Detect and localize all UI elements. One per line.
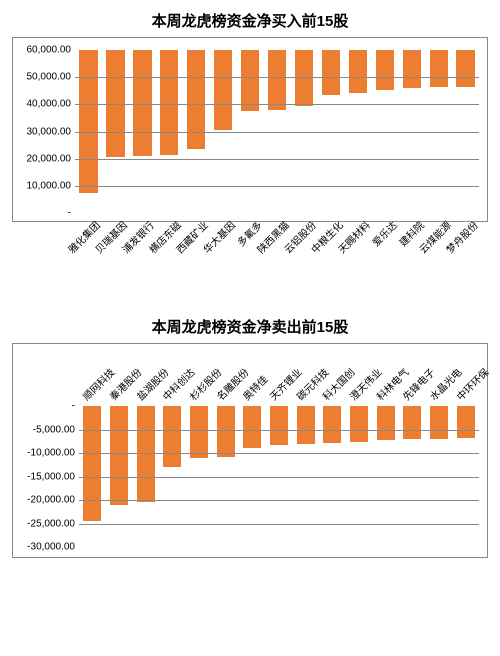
bar bbox=[377, 406, 395, 440]
y-tick-label: -10,000.00 bbox=[27, 448, 79, 459]
bar bbox=[268, 50, 286, 110]
bar bbox=[430, 406, 448, 439]
bar bbox=[322, 50, 340, 95]
gridline bbox=[79, 477, 479, 478]
bar bbox=[190, 406, 208, 458]
bar bbox=[350, 406, 368, 442]
bar bbox=[243, 406, 261, 448]
bar bbox=[403, 406, 421, 439]
net-buy-chart: 本周龙虎榜资金净买入前15股 雅化集团贝瑞基因浦发银行横店东磁西藏矿业华大基因多… bbox=[0, 0, 500, 292]
bar bbox=[217, 406, 235, 457]
y-tick-label: 60,000.00 bbox=[27, 45, 76, 56]
bar bbox=[457, 406, 475, 438]
plot-area: 雅化集团贝瑞基因浦发银行横店东磁西藏矿业华大基因多氟多陕西黑猫云铝股份中粮生化天… bbox=[75, 50, 479, 213]
y-tick-label: -15,000.00 bbox=[27, 471, 79, 482]
plot-frame: 顺网科技秦港股份盐湖股份中科创达杉杉股份名雕股份奥特佳天齐锂业碳元科技科大国创澄… bbox=[12, 343, 488, 558]
y-tick-label: -20,000.00 bbox=[27, 495, 79, 506]
bar bbox=[456, 50, 474, 87]
bar bbox=[160, 50, 178, 155]
gridline bbox=[75, 132, 479, 133]
bar bbox=[403, 50, 421, 88]
gridline bbox=[79, 500, 479, 501]
gridline bbox=[75, 77, 479, 78]
gridline bbox=[75, 104, 479, 105]
bar bbox=[430, 50, 448, 87]
y-tick-label: 20,000.00 bbox=[27, 153, 76, 164]
bar bbox=[163, 406, 181, 467]
bar bbox=[297, 406, 315, 444]
y-tick-label: - bbox=[68, 208, 75, 219]
y-tick-label: -5,000.00 bbox=[33, 424, 79, 435]
y-tick-label: 40,000.00 bbox=[27, 99, 76, 110]
bar bbox=[83, 406, 101, 521]
gridline bbox=[79, 430, 479, 431]
y-tick-label: -30,000.00 bbox=[27, 542, 79, 553]
gridline bbox=[79, 524, 479, 525]
bar bbox=[376, 50, 394, 90]
gridline bbox=[75, 186, 479, 187]
y-tick-label: 10,000.00 bbox=[27, 180, 76, 191]
gridline bbox=[79, 453, 479, 454]
bar bbox=[241, 50, 259, 111]
y-tick-label: 50,000.00 bbox=[27, 72, 76, 83]
bar bbox=[137, 406, 155, 502]
bar bbox=[349, 50, 367, 93]
bar bbox=[133, 50, 151, 156]
chart-title: 本周龙虎榜资金净买入前15股 bbox=[0, 0, 500, 37]
bar bbox=[323, 406, 341, 443]
chart-title: 本周龙虎榜资金净卖出前15股 bbox=[0, 306, 500, 343]
bar bbox=[270, 406, 288, 445]
y-tick-label: 30,000.00 bbox=[27, 126, 76, 137]
bar bbox=[187, 50, 205, 149]
chart-spacer bbox=[0, 292, 500, 306]
y-tick-label: -25,000.00 bbox=[27, 518, 79, 529]
y-tick-label: - bbox=[72, 401, 79, 412]
plot-frame: 雅化集团贝瑞基因浦发银行横店东磁西藏矿业华大基因多氟多陕西黑猫云铝股份中粮生化天… bbox=[12, 37, 488, 222]
gridline bbox=[75, 159, 479, 160]
bar bbox=[214, 50, 232, 130]
plot-area: 顺网科技秦港股份盐湖股份中科创达杉杉股份名雕股份奥特佳天齐锂业碳元科技科大国创澄… bbox=[79, 406, 479, 547]
bar bbox=[110, 406, 128, 505]
net-sell-chart: 本周龙虎榜资金净卖出前15股 顺网科技秦港股份盐湖股份中科创达杉杉股份名雕股份奥… bbox=[0, 306, 500, 558]
bar bbox=[79, 50, 97, 193]
